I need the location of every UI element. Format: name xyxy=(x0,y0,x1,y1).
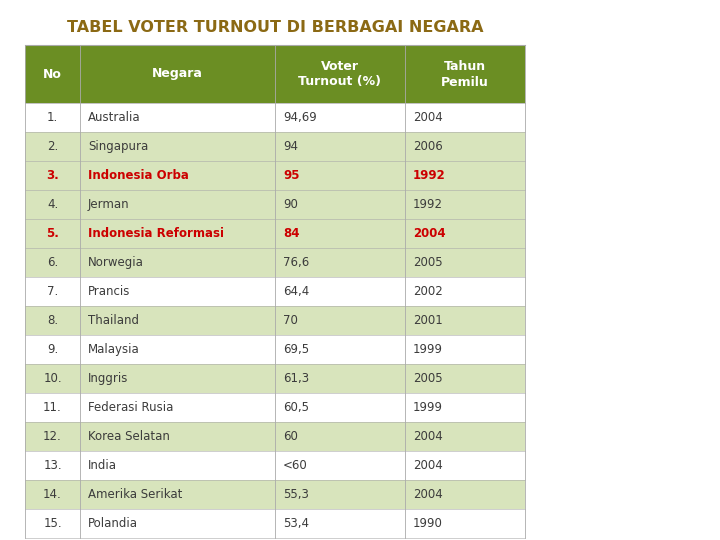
Text: Korea Selatan: Korea Selatan xyxy=(88,430,170,443)
Text: 60,5: 60,5 xyxy=(283,401,309,414)
Bar xyxy=(25,103,525,132)
Bar xyxy=(25,509,525,538)
Text: 12.: 12. xyxy=(43,430,62,443)
Text: 6.: 6. xyxy=(47,256,58,269)
Text: Australia: Australia xyxy=(88,111,140,124)
Text: <60: <60 xyxy=(283,459,307,472)
Bar xyxy=(25,393,525,422)
Text: Singapura: Singapura xyxy=(88,140,148,153)
Text: Thailand: Thailand xyxy=(88,314,139,327)
Bar xyxy=(25,219,525,248)
Text: 5.: 5. xyxy=(46,227,59,240)
Text: 2002: 2002 xyxy=(413,285,443,298)
Text: TABEL VOTER TURNOUT DI BERBAGAI NEGARA: TABEL VOTER TURNOUT DI BERBAGAI NEGARA xyxy=(67,20,483,35)
Text: 55,3: 55,3 xyxy=(283,488,309,501)
Text: Negara: Negara xyxy=(152,68,203,80)
Text: Indonesia Reformasi: Indonesia Reformasi xyxy=(88,227,224,240)
Bar xyxy=(25,132,525,161)
Text: 13.: 13. xyxy=(43,459,62,472)
Text: 2.: 2. xyxy=(47,140,58,153)
Bar xyxy=(25,190,525,219)
Text: 2004: 2004 xyxy=(413,430,443,443)
Bar xyxy=(25,161,525,190)
Text: 70: 70 xyxy=(283,314,298,327)
Text: Prancis: Prancis xyxy=(88,285,130,298)
Text: Inggris: Inggris xyxy=(88,372,128,385)
Text: 64,4: 64,4 xyxy=(283,285,310,298)
Text: Voter
Turnout (%): Voter Turnout (%) xyxy=(299,59,382,89)
Text: 60: 60 xyxy=(283,430,298,443)
Text: 61,3: 61,3 xyxy=(283,372,309,385)
Bar xyxy=(25,335,525,364)
Bar xyxy=(25,422,525,451)
Bar xyxy=(25,248,525,277)
Text: 11.: 11. xyxy=(43,401,62,414)
Text: 14.: 14. xyxy=(43,488,62,501)
Text: 10.: 10. xyxy=(43,372,62,385)
Text: 2004: 2004 xyxy=(413,459,443,472)
Text: 2005: 2005 xyxy=(413,256,443,269)
Text: 1.: 1. xyxy=(47,111,58,124)
Text: Indonesia Orba: Indonesia Orba xyxy=(88,169,189,182)
Text: 15.: 15. xyxy=(43,517,62,530)
Text: 7.: 7. xyxy=(47,285,58,298)
Text: 8.: 8. xyxy=(47,314,58,327)
Bar xyxy=(25,451,525,480)
Text: Amerika Serikat: Amerika Serikat xyxy=(88,488,182,501)
Text: Polandia: Polandia xyxy=(88,517,138,530)
Text: No: No xyxy=(43,68,62,80)
Text: 76,6: 76,6 xyxy=(283,256,310,269)
Text: India: India xyxy=(88,459,117,472)
Bar xyxy=(25,277,525,306)
Text: 1999: 1999 xyxy=(413,343,443,356)
Text: 2004: 2004 xyxy=(413,488,443,501)
Text: 95: 95 xyxy=(283,169,300,182)
Text: 2005: 2005 xyxy=(413,372,443,385)
Text: 2004: 2004 xyxy=(413,111,443,124)
Text: 69,5: 69,5 xyxy=(283,343,309,356)
Text: Norwegia: Norwegia xyxy=(88,256,144,269)
Bar xyxy=(25,45,525,103)
Text: 2004: 2004 xyxy=(413,227,446,240)
Text: 90: 90 xyxy=(283,198,298,211)
Text: Malaysia: Malaysia xyxy=(88,343,140,356)
Bar xyxy=(25,480,525,509)
Text: 4.: 4. xyxy=(47,198,58,211)
Text: 1992: 1992 xyxy=(413,198,443,211)
Text: 53,4: 53,4 xyxy=(283,517,309,530)
Text: 1992: 1992 xyxy=(413,169,446,182)
Text: 84: 84 xyxy=(283,227,300,240)
Text: 1999: 1999 xyxy=(413,401,443,414)
Bar xyxy=(25,364,525,393)
Text: 2006: 2006 xyxy=(413,140,443,153)
Text: 2001: 2001 xyxy=(413,314,443,327)
Text: 3.: 3. xyxy=(46,169,59,182)
Bar xyxy=(25,306,525,335)
Text: Jerman: Jerman xyxy=(88,198,130,211)
Text: 94,69: 94,69 xyxy=(283,111,317,124)
Text: 1990: 1990 xyxy=(413,517,443,530)
Text: 9.: 9. xyxy=(47,343,58,356)
Text: 94: 94 xyxy=(283,140,298,153)
Text: Tahun
Pemilu: Tahun Pemilu xyxy=(441,59,489,89)
Text: Federasi Rusia: Federasi Rusia xyxy=(88,401,174,414)
